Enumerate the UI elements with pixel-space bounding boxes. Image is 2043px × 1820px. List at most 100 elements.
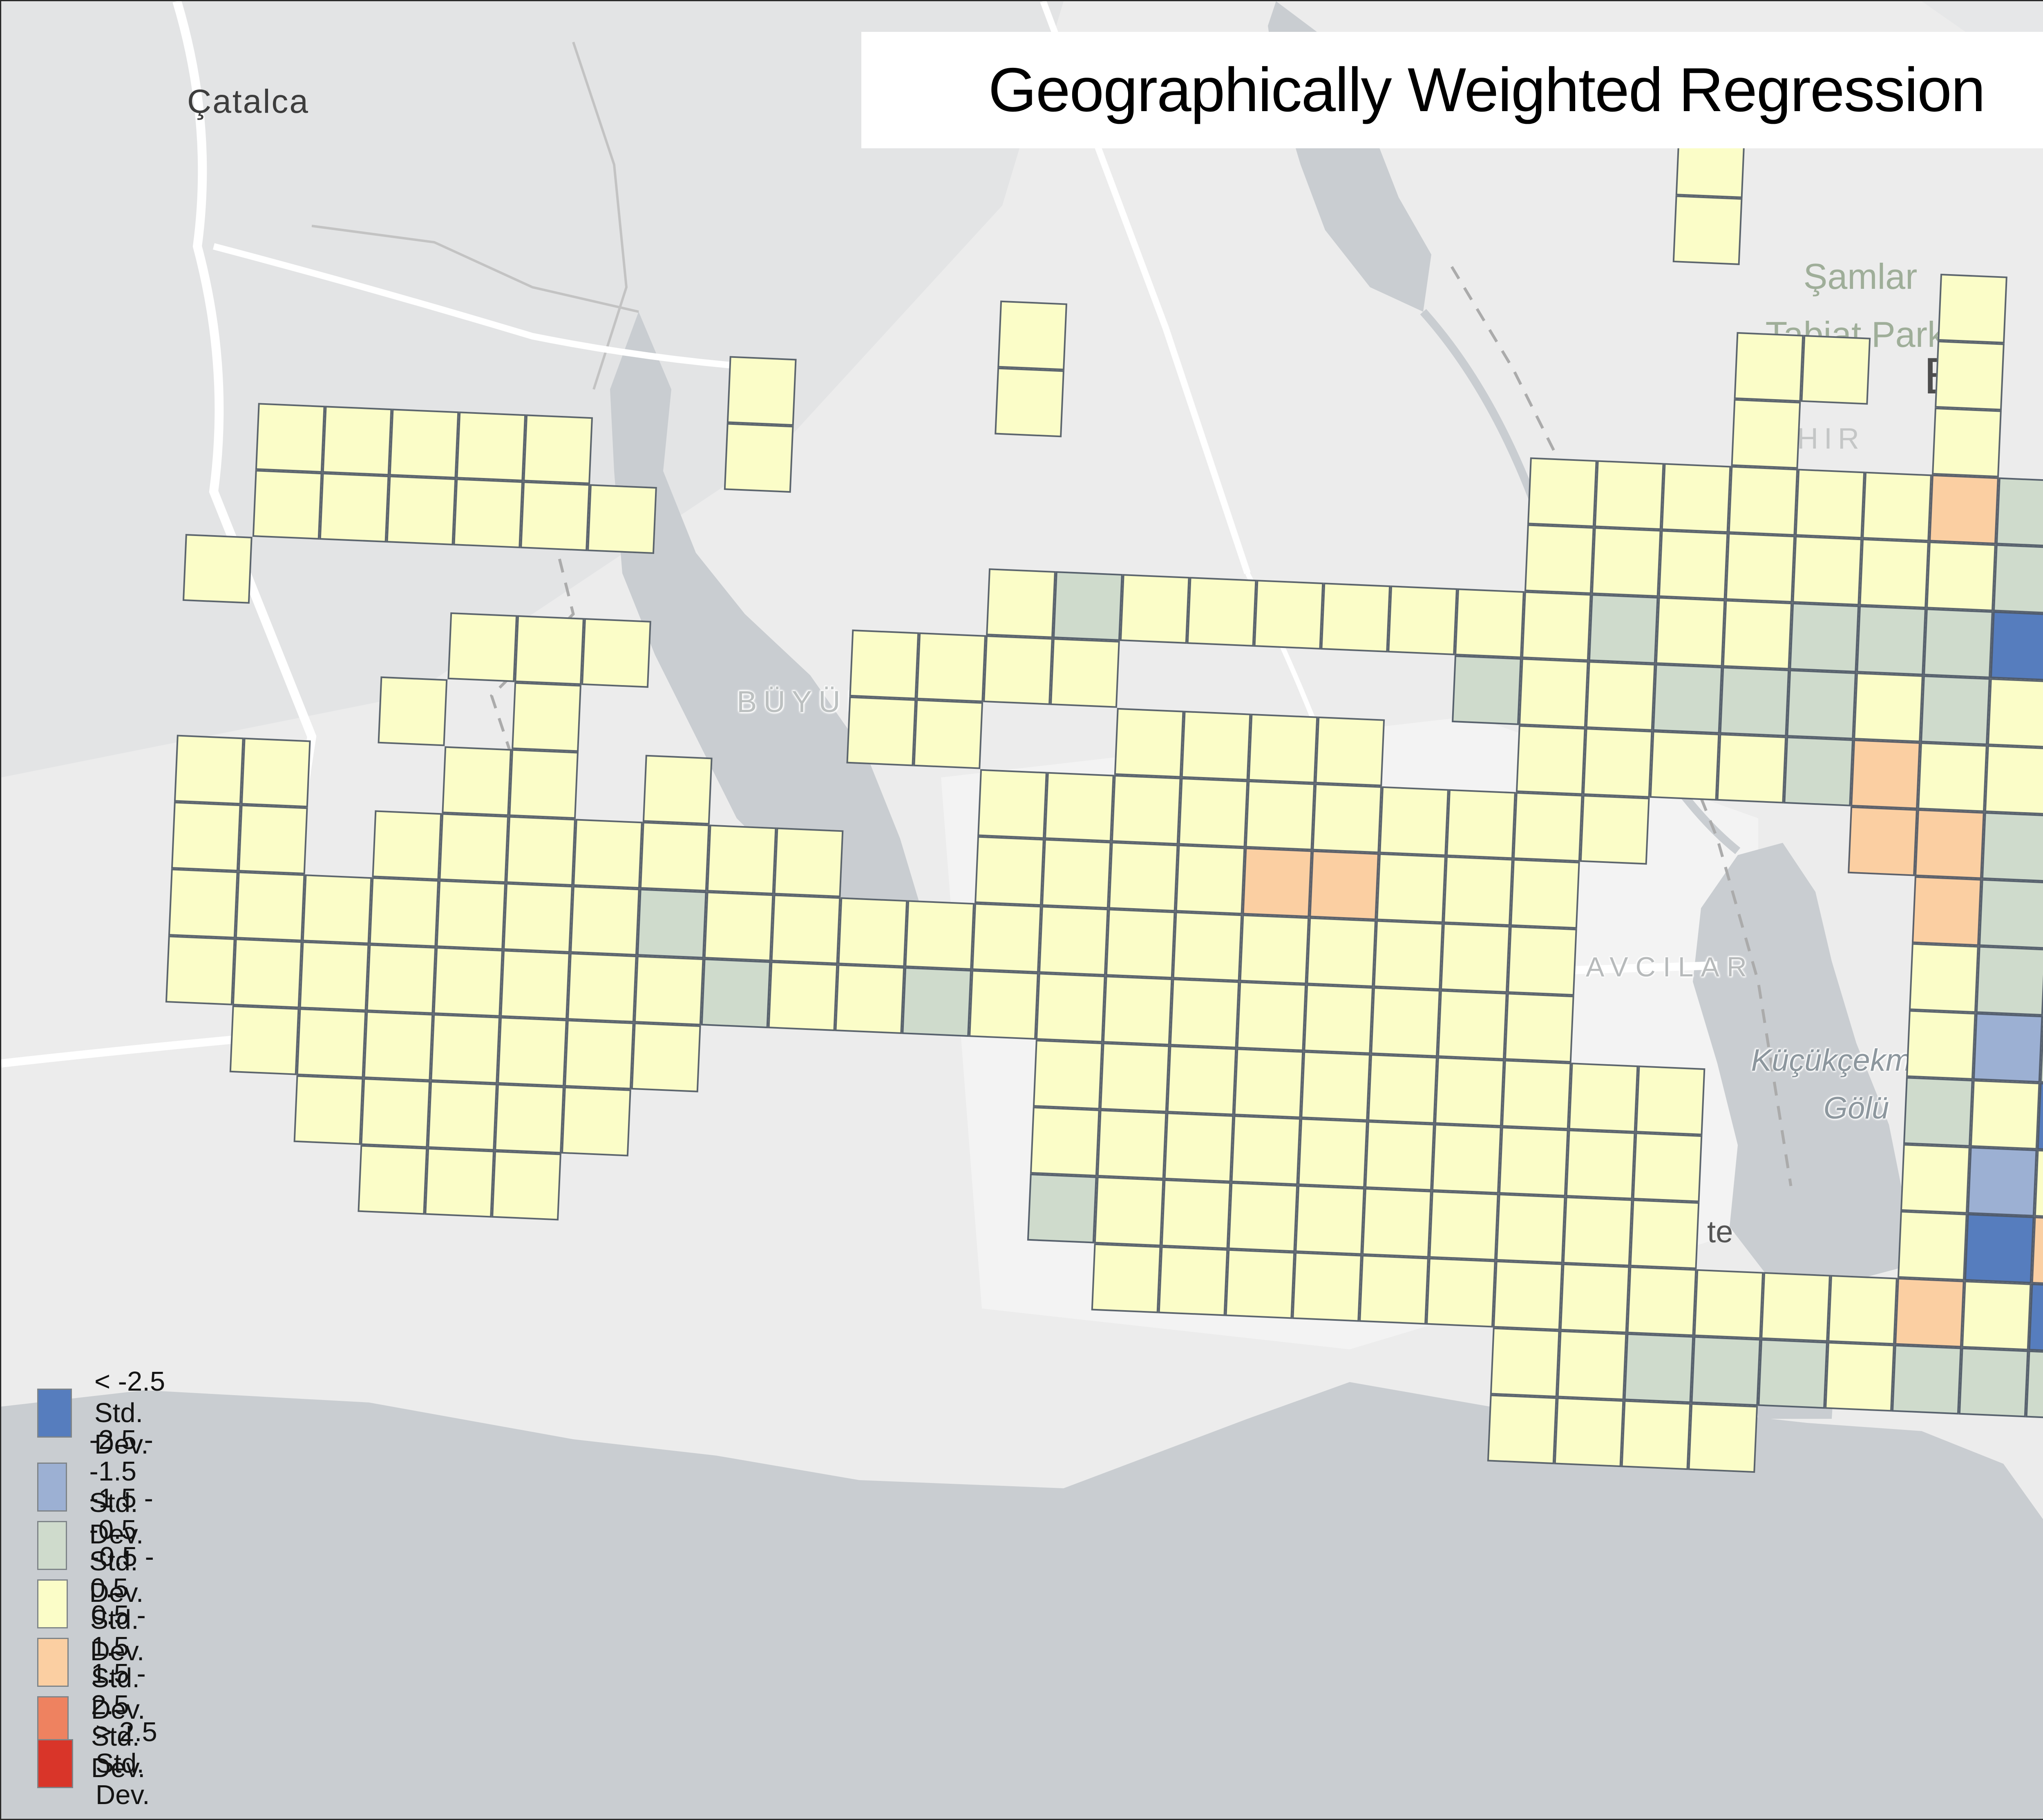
grid-cell — [427, 1081, 498, 1151]
grid-cell — [1035, 973, 1106, 1043]
grid-cell — [1903, 1077, 1973, 1147]
grid-cell — [1993, 544, 2043, 614]
grid-cell — [561, 1086, 631, 1157]
grid-cell — [1120, 574, 1190, 644]
grid-cell — [1376, 853, 1446, 923]
grid-cell — [1900, 1144, 1970, 1214]
grid-cell — [1987, 678, 2043, 748]
grid-cell — [293, 1075, 364, 1145]
grid-cell — [1560, 1263, 1630, 1333]
legend-item: -1.5 - -0.5 Std. Dev. — [37, 1483, 184, 1608]
grid-cell — [1167, 1045, 1237, 1115]
grid-cell — [372, 810, 442, 880]
grid-cell — [363, 1011, 434, 1081]
grid-cell — [631, 1022, 701, 1092]
grid-cell — [165, 936, 235, 1005]
grid-cell — [1248, 713, 1318, 784]
map-label-g-l-: Gölü — [1823, 1091, 1889, 1125]
grid-cell — [1158, 1246, 1228, 1316]
grid-cell — [378, 676, 448, 746]
grid-cell — [255, 403, 325, 473]
grid-cell — [1891, 1344, 1962, 1415]
grid-cell — [768, 961, 838, 1032]
legend-label: -2.5 - -1.5 Std. Dev. — [89, 1425, 153, 1550]
boundary-line-2 — [311, 225, 639, 313]
grid-cell — [296, 1008, 367, 1078]
grid-cell — [1507, 926, 1577, 996]
grid-cell — [520, 481, 590, 552]
grid-cell — [1958, 1347, 2029, 1418]
grid-cell — [1964, 1213, 2034, 1284]
grid-cell — [1234, 1048, 1304, 1118]
grid-cell — [1658, 530, 1728, 600]
grid-cell — [1301, 1051, 1371, 1121]
grid-cell — [1789, 603, 1860, 673]
grid-cell — [232, 938, 302, 1008]
grid-cell — [986, 568, 1056, 638]
legend-item: -2.5 - -1.5 Std. Dev. — [37, 1424, 184, 1550]
grid-cell — [1169, 978, 1240, 1049]
grid-cell — [252, 470, 322, 540]
grid-cell — [1187, 577, 1257, 647]
map-label-te: te — [1707, 1215, 1733, 1249]
grid-cell — [902, 967, 972, 1037]
grid-cell — [1929, 474, 1999, 545]
grid-cell — [1368, 1054, 1438, 1124]
grid-cell — [1428, 1190, 1499, 1261]
grid-cell — [1373, 920, 1444, 990]
grid-cell — [1315, 716, 1385, 786]
grid-cell — [1515, 725, 1586, 795]
grid-cell — [1758, 1339, 1828, 1409]
legend-label: 1.5 - 2.5 Std. Dev. — [91, 1658, 146, 1783]
grid-cell — [1359, 1255, 1429, 1325]
grid-cell — [1792, 536, 1862, 606]
grid-cell — [1501, 1060, 1571, 1130]
grid-cell — [997, 300, 1068, 371]
legend-swatch — [37, 1463, 67, 1512]
grid-cell — [1245, 780, 1315, 851]
grid-cell — [442, 746, 512, 816]
grid-cell — [1661, 463, 1731, 533]
grid-cell — [1041, 839, 1111, 909]
grid-cell — [447, 612, 518, 682]
grid-cell — [1568, 1063, 1638, 1132]
grid-cell — [1521, 591, 1591, 661]
grid-cell — [439, 813, 509, 883]
grid-cell — [1911, 876, 1982, 946]
legend-swatch — [37, 1579, 68, 1628]
grid-cell — [1848, 806, 1918, 876]
grid-cell — [1632, 1132, 1703, 1202]
grid-cell — [1554, 1397, 1624, 1467]
grid-cell — [433, 947, 503, 1017]
grid-cell — [512, 682, 582, 752]
grid-cell — [389, 409, 459, 479]
grid-cell — [1298, 1118, 1368, 1188]
grid-cell — [514, 615, 585, 685]
grid-cell — [1100, 1043, 1170, 1112]
grid-cell — [182, 534, 253, 604]
grid-cell — [1236, 981, 1307, 1052]
grid-cell — [634, 956, 704, 1025]
grid-cell — [1894, 1277, 1965, 1348]
grid-cell — [1725, 533, 1795, 603]
grid-cell — [1094, 1176, 1164, 1246]
grid-cell — [1487, 1394, 1557, 1465]
grid-cell — [436, 880, 506, 950]
grid-cell — [1490, 1327, 1560, 1398]
grid-cell — [1784, 736, 1854, 806]
grid-cell — [1050, 638, 1120, 708]
grid-cell — [977, 769, 1047, 839]
grid-cell — [506, 816, 576, 886]
legend-swatch — [37, 1638, 69, 1687]
grid-cell — [642, 755, 713, 825]
legend-swatch — [37, 1521, 67, 1570]
grid-cell — [1105, 909, 1176, 979]
grid-cell — [1379, 786, 1449, 856]
grid-cell — [1181, 710, 1251, 781]
grid-cell — [1178, 777, 1248, 848]
grid-cell — [1923, 608, 1993, 679]
grid-cell — [1254, 580, 1324, 650]
grid-cell — [1920, 675, 1990, 745]
grid-cell — [1102, 976, 1173, 1046]
grid-cell — [497, 1016, 567, 1087]
